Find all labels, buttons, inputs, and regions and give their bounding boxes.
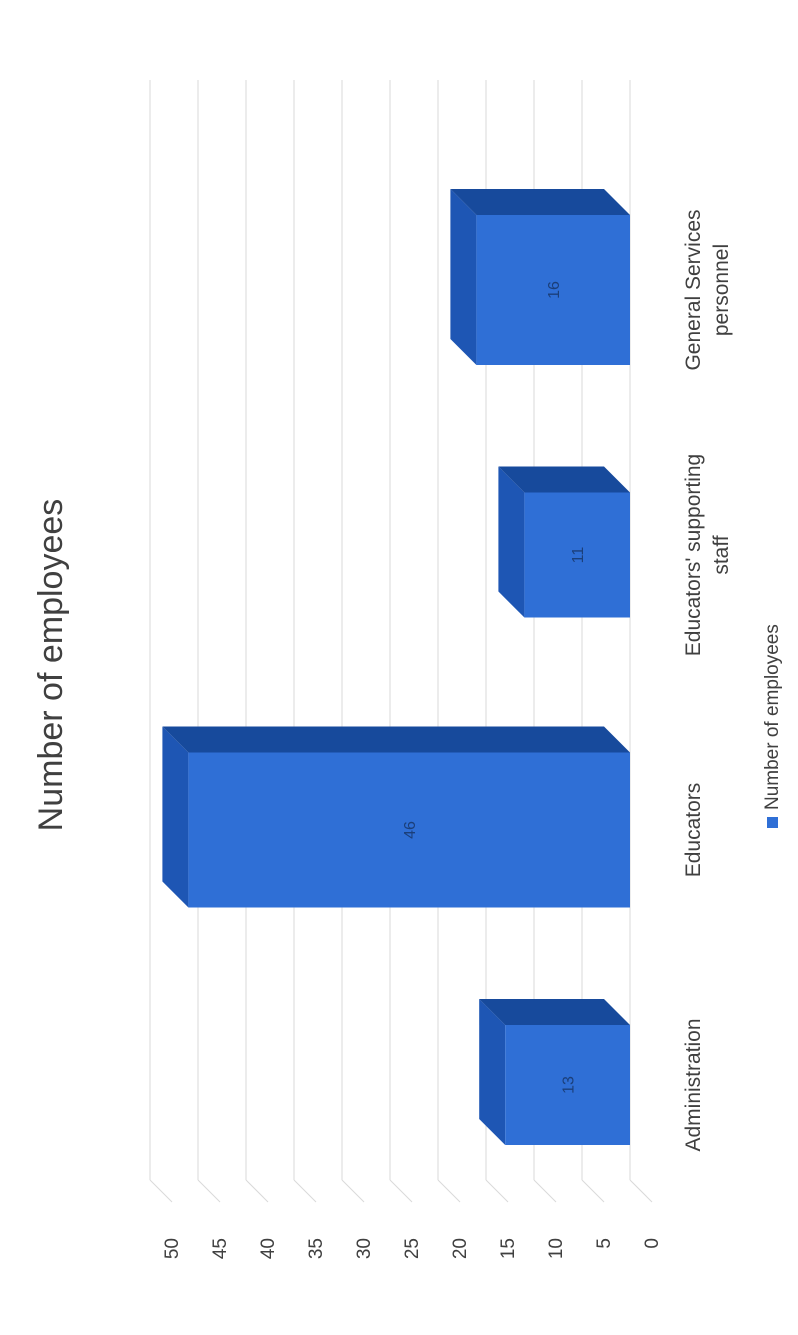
bar: 13 bbox=[479, 999, 631, 1145]
bars: 13 46 11 16 bbox=[162, 189, 631, 1145]
y-tick-label: 25 bbox=[402, 1238, 423, 1259]
data-label: 13 bbox=[561, 1076, 578, 1094]
gridline-diag bbox=[293, 1179, 317, 1203]
bar-front bbox=[476, 215, 630, 365]
bar-front bbox=[505, 1025, 631, 1145]
y-tick-label: 5 bbox=[594, 1238, 615, 1249]
legend-label: Number of employees bbox=[762, 624, 783, 810]
y-axis-ticks: 0 5 10 15 20 25 30 35 40 45 50 bbox=[162, 1238, 663, 1259]
gridline-diag bbox=[485, 1179, 509, 1203]
gridline-diag bbox=[197, 1179, 221, 1203]
gridline-diag bbox=[533, 1179, 557, 1203]
legend: Number of employees bbox=[762, 624, 783, 828]
data-label: 11 bbox=[570, 547, 587, 564]
data-label: 16 bbox=[546, 281, 563, 299]
y-tick-label: 0 bbox=[642, 1238, 663, 1249]
x-axis-categories: Administration Educators Educators' suppor… bbox=[682, 209, 733, 1151]
gridline-diag bbox=[389, 1179, 413, 1203]
gridline-diag bbox=[245, 1179, 269, 1203]
y-tick-label: 45 bbox=[210, 1238, 231, 1259]
bar-top bbox=[450, 189, 477, 365]
y-tick-label: 50 bbox=[162, 1238, 183, 1259]
data-label: 46 bbox=[402, 821, 419, 839]
x-tick-label: General Services personnel bbox=[682, 209, 733, 370]
x-tick-label: Educators bbox=[682, 783, 705, 878]
y-tick-label: 40 bbox=[258, 1238, 279, 1259]
chart-title: Number of employees bbox=[32, 499, 70, 832]
bar-top bbox=[498, 466, 525, 618]
gridline-diag bbox=[629, 1179, 653, 1203]
gridline-diag bbox=[581, 1179, 605, 1203]
bar-side bbox=[479, 999, 630, 1025]
legend-swatch bbox=[767, 817, 778, 828]
y-tick-label: 30 bbox=[354, 1238, 375, 1259]
x-tick-label: Educators' supporting staff bbox=[682, 454, 733, 656]
bar-front bbox=[524, 492, 631, 618]
y-tick-label: 20 bbox=[450, 1238, 471, 1259]
y-tick-label: 35 bbox=[306, 1238, 327, 1259]
bar-top bbox=[162, 726, 189, 908]
gridline-diag bbox=[437, 1179, 461, 1203]
bar-side bbox=[498, 466, 630, 493]
bar-top bbox=[479, 999, 506, 1145]
bar-front bbox=[188, 752, 630, 908]
bar-side bbox=[450, 189, 630, 215]
gridline-diag bbox=[341, 1179, 365, 1203]
gridlines bbox=[149, 80, 653, 1203]
bar-side bbox=[162, 726, 630, 753]
y-tick-label: 10 bbox=[546, 1238, 567, 1259]
x-tick-label: Administration bbox=[682, 1018, 705, 1151]
bar: 16 bbox=[450, 189, 630, 365]
y-tick-label: 15 bbox=[498, 1238, 519, 1259]
gridline-diag bbox=[149, 1179, 173, 1203]
bar: 46 bbox=[162, 726, 630, 908]
bar: 11 bbox=[498, 466, 631, 618]
